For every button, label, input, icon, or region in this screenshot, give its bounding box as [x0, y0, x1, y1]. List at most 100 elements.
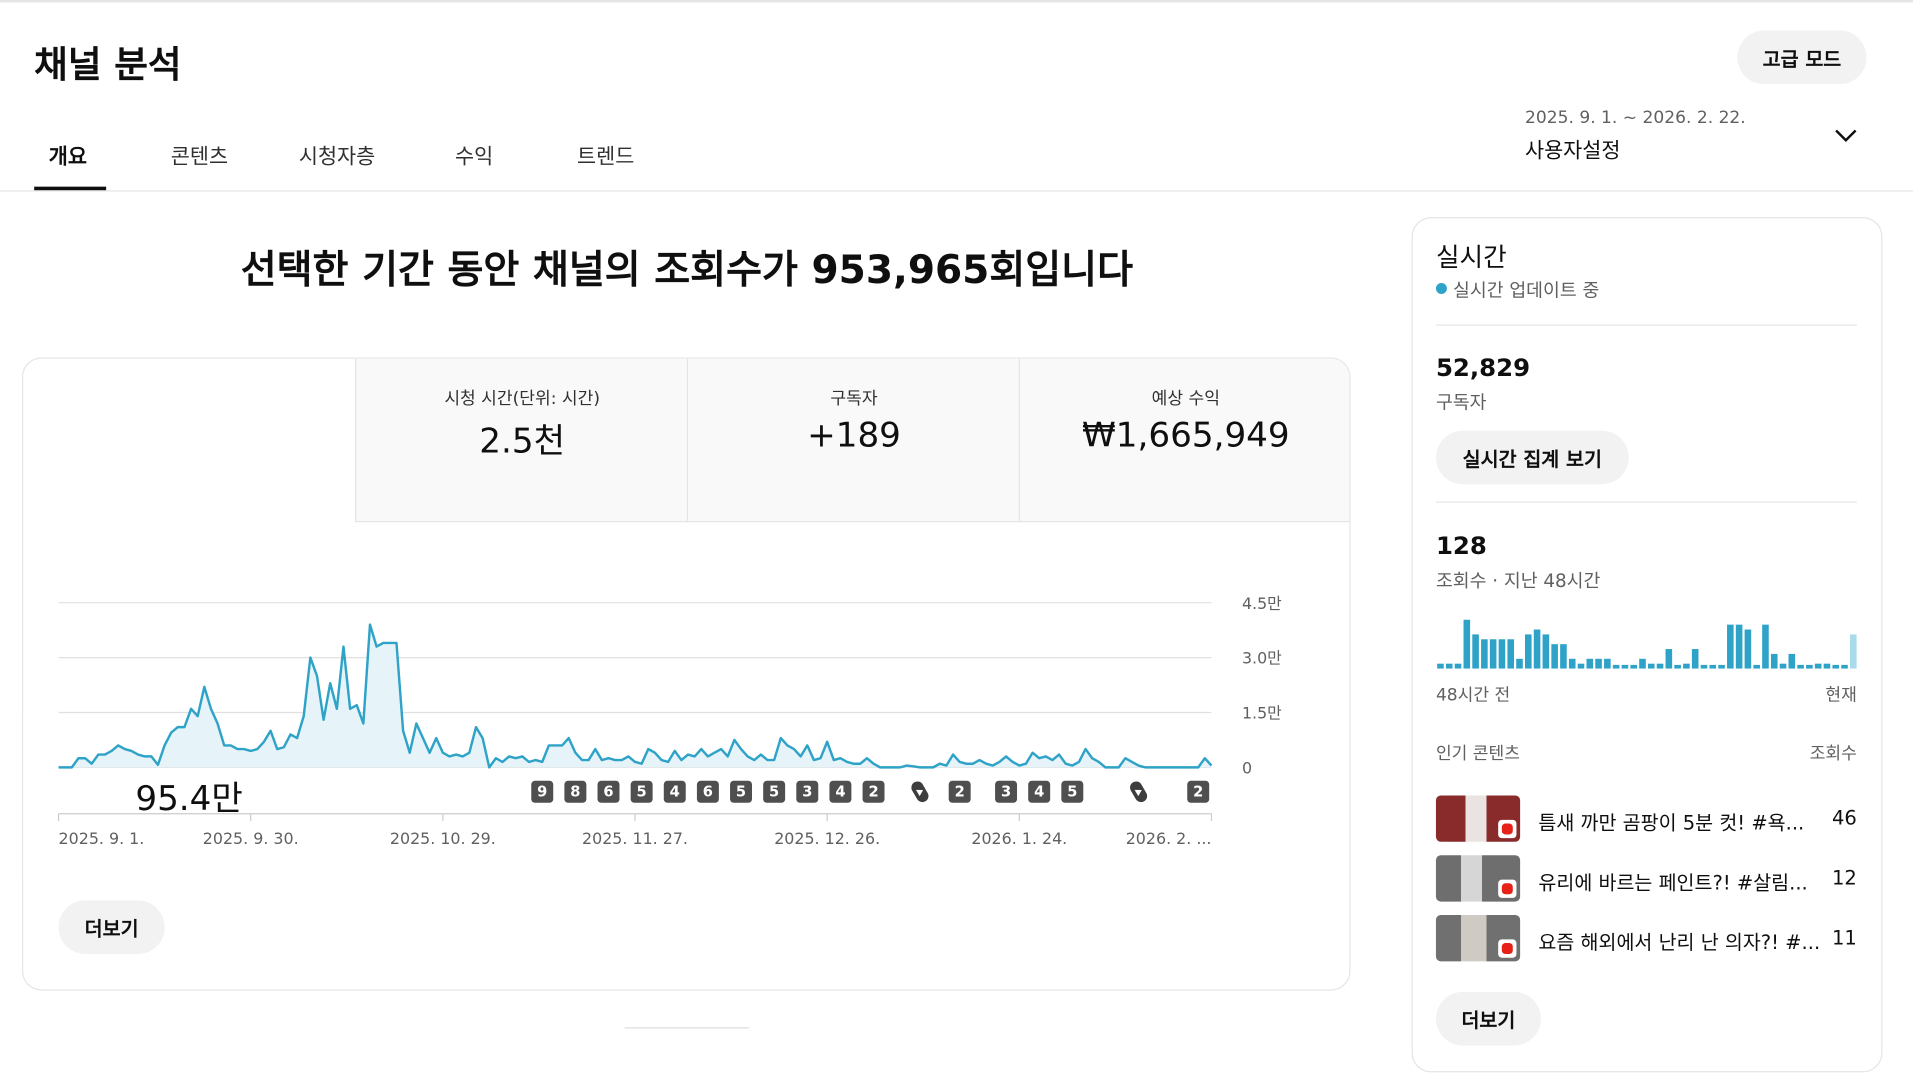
x-tick-label: 2026. 1. 24.: [971, 829, 1067, 848]
upload-marker: [995, 780, 1018, 803]
shorts-play: [1134, 789, 1142, 797]
tab[interactable]: 개요: [48, 145, 87, 170]
bar: [1630, 664, 1637, 669]
content-title[interactable]: 틈새 까만 곰팡이 5분 컷! #욕...: [1538, 811, 1805, 835]
shorts-marker: [911, 781, 929, 803]
bar: [1806, 664, 1813, 669]
y-tick-label: 4.5만: [1242, 594, 1282, 613]
upload-marker-label: 3: [1001, 784, 1011, 801]
metric-label: 예상 수익: [1151, 389, 1220, 409]
bar: [1665, 649, 1673, 669]
upload-marker-label: 4: [835, 784, 845, 801]
metric-label: 구독자: [830, 389, 878, 409]
realtime-card: [1411, 217, 1883, 1073]
upload-marker: [1028, 780, 1051, 803]
tab[interactable]: 콘텐츠: [170, 145, 229, 170]
content-title[interactable]: 유리에 바르는 페인트?! #살림...: [1538, 871, 1808, 895]
upload-marker-label: 6: [703, 784, 713, 801]
bar: [1604, 658, 1611, 669]
bar: [1647, 663, 1655, 669]
tab-indicator: [34, 186, 107, 191]
shorts-play: [915, 789, 924, 797]
date-preset[interactable]: 사용자설정: [1525, 139, 1621, 164]
upload-marker: [597, 780, 620, 803]
metric-value: 95.4만: [135, 778, 243, 819]
bar: [1850, 634, 1857, 669]
upload-marker-label: 3: [802, 784, 812, 801]
date-range[interactable]: 2025. 9. 1. ~ 2026. 2. 22.: [1525, 108, 1746, 129]
bars-end-label: 현재: [1825, 685, 1857, 706]
upload-marker-label: 2: [955, 784, 965, 801]
upload-marker: [948, 780, 971, 803]
bar: [1533, 629, 1541, 669]
top-content-label: 인기 콘텐츠: [1435, 744, 1520, 764]
bar: [1735, 624, 1743, 669]
metric-value: ₩1,665,949: [1082, 414, 1290, 456]
content-views: 12: [1832, 866, 1857, 890]
bars-start-label: 48시간 전: [1435, 685, 1511, 706]
upload-marker-label: 4: [670, 784, 680, 801]
upload-marker-label: 5: [769, 784, 779, 801]
header-divider: [0, 190, 1913, 192]
bar: [1516, 658, 1523, 669]
advanced-mode-button[interactable]: 고급 모드: [1737, 30, 1867, 85]
tab[interactable]: 수익: [455, 145, 494, 170]
bar: [1718, 664, 1725, 669]
bar: [1481, 639, 1488, 669]
upload-marker-label: 2: [1193, 784, 1203, 801]
more-button[interactable]: 더보기: [58, 900, 165, 955]
bar: [1445, 663, 1453, 669]
bar: [1832, 664, 1840, 669]
upload-marker: [730, 780, 753, 803]
bar: [1595, 658, 1602, 669]
thumbnail[interactable]: [1435, 915, 1521, 962]
bar: [1709, 664, 1717, 669]
content-views: 11: [1832, 925, 1857, 950]
bar: [1498, 639, 1506, 669]
y-tick-label: 1.5만: [1242, 704, 1282, 723]
upload-marker: [763, 780, 786, 803]
upload-marker-label: 4: [1034, 784, 1044, 801]
metric-tab[interactable]: 시청 시간(단위: 시간) 2.5천: [355, 358, 689, 523]
bar: [1612, 664, 1620, 669]
metric-tab[interactable]: 구독자 +189: [686, 358, 1020, 523]
thumbnail[interactable]: [1435, 855, 1521, 902]
tab[interactable]: 트렌드: [577, 145, 635, 170]
upload-marker-label: 5: [1067, 784, 1077, 801]
top-views-label: 조회수: [1809, 744, 1857, 764]
bar: [1814, 663, 1822, 669]
realtime-more-button[interactable]: 더보기: [1435, 991, 1541, 1046]
bar: [1551, 644, 1558, 669]
bar: [1683, 663, 1690, 669]
divider: [1435, 324, 1857, 326]
bar: [1753, 664, 1760, 669]
bar: [1762, 624, 1769, 669]
realtime-views: 128: [1435, 530, 1487, 560]
upload-marker: [829, 780, 852, 803]
bar: [1656, 663, 1664, 669]
bar: [1639, 658, 1646, 669]
metric-value: +189: [807, 414, 901, 456]
area: [58, 624, 1212, 768]
bar: [1841, 664, 1848, 669]
subscriber-label: 구독자: [1435, 391, 1487, 414]
content-views: 46: [1832, 806, 1857, 830]
upload-marker-label: 5: [637, 784, 647, 801]
bar: [1463, 619, 1471, 669]
bar: [1577, 663, 1585, 669]
tab[interactable]: 시청자층: [298, 145, 376, 170]
thumbnail[interactable]: [1435, 795, 1521, 842]
bar: [1560, 644, 1567, 669]
bar: [1770, 653, 1778, 669]
content-title[interactable]: 요즘 해외에서 난리 난 의자?! #...: [1538, 930, 1821, 955]
realtime-title: 실시간: [1435, 242, 1507, 273]
metric-tab[interactable]: 예상 수익 ₩1,665,949: [1018, 358, 1350, 523]
dropdown-chevron[interactable]: [1832, 126, 1859, 146]
upload-marker-label: 6: [603, 784, 613, 801]
bar: [1788, 653, 1796, 669]
bar: [1674, 664, 1681, 669]
realtime-status: 실시간 업데이트 중: [1453, 279, 1600, 302]
realtime-button[interactable]: 실시간 집계 보기: [1435, 430, 1629, 485]
